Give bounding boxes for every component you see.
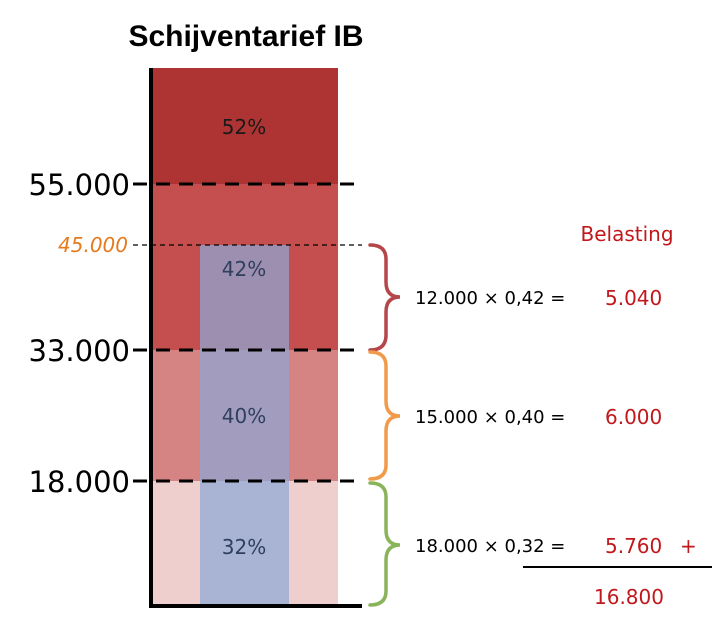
plus-sign: + [680,534,697,558]
amount-row-42: 5.040 [605,286,662,310]
rate-label-40: 40% [222,404,266,428]
calc-row-32: 18.000 × 0,32 = [415,536,565,557]
rate-label-32: 32% [222,535,266,559]
brace-40 [368,350,401,481]
total-amount: 16.800 [594,585,664,609]
brace-32 [368,481,401,607]
belasting-label: Belasting [580,222,673,246]
tick-label-45000: 45.000 [58,233,128,257]
calc-row-42: 12.000 × 0,42 = [415,288,565,309]
calc-row-40: 15.000 × 0,40 = [415,407,565,428]
rate-label-42: 42% [222,257,266,281]
tick-label-55000: 55.000 [29,168,130,202]
amount-row-32: 5.760 [605,534,662,558]
income-overlay [200,245,289,606]
tick-label-33000: 33.000 [29,334,130,368]
rate-label-52: 52% [222,115,266,139]
amount-row-40: 6.000 [605,405,662,429]
bracket-block-52 [152,68,338,184]
brace-42 [368,243,401,352]
tick-label-18000: 18.000 [29,465,130,499]
diagram-title: Schijventarief IB [128,20,363,53]
